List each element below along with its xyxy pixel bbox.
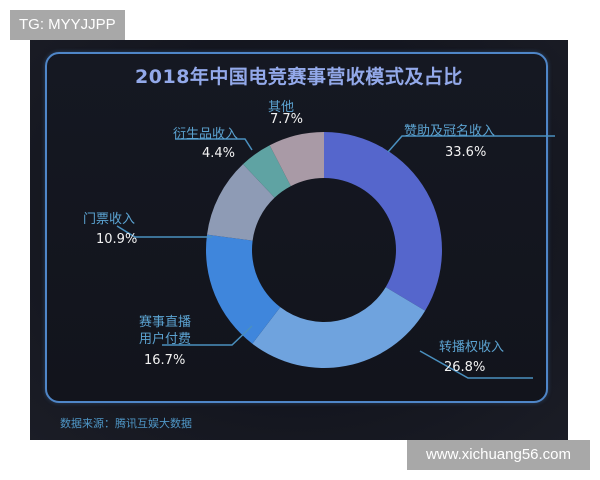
label-sponsorship-name: 赞助及冠名收入 xyxy=(404,124,496,139)
label-broadcast-value: 26.8% xyxy=(444,360,486,375)
label-merch-value: 4.4% xyxy=(202,146,236,161)
label-other-name: 其他 xyxy=(268,100,295,115)
label-merch-name: 衍生品收入 xyxy=(173,127,239,142)
donut-segments xyxy=(206,132,442,368)
watermark-site: www.xichuang56.com xyxy=(407,440,590,470)
label-streaming-value: 16.7% xyxy=(144,353,186,368)
label-streaming-name-1: 赛事直播 xyxy=(139,315,192,330)
label-tickets-value: 10.9% xyxy=(96,232,138,247)
chart-panel: 2018年中国电竞赛事营收模式及占比 赞助及冠名收入 33.6% xyxy=(30,40,568,440)
segment-other xyxy=(269,132,324,187)
segment-merch xyxy=(243,145,291,198)
segment-sponsorship xyxy=(324,132,442,311)
leader-sponsorship xyxy=(387,135,555,153)
label-broadcast-name: 转播权收入 xyxy=(439,340,505,355)
leader-merch xyxy=(175,138,253,151)
label-other-value: 7.7% xyxy=(270,112,304,127)
segment-tickets xyxy=(207,164,275,241)
watermark-tg: TG: MYYJJPP xyxy=(10,10,125,40)
leader-streaming xyxy=(162,325,253,346)
leader-tickets xyxy=(116,225,212,238)
label-streaming-name-2: 用户付费 xyxy=(139,332,192,347)
leader-broadcast xyxy=(419,350,533,379)
leader-lines xyxy=(116,135,555,379)
data-source: 数据来源：腾讯互娱大数据 xyxy=(60,417,192,430)
label-sponsorship-value: 33.6% xyxy=(445,145,487,160)
donut-chart xyxy=(116,132,555,379)
segment-streaming xyxy=(206,234,281,344)
chart-title: 2018年中国电竞赛事营收模式及占比 xyxy=(135,66,463,88)
label-tickets-name: 门票收入 xyxy=(83,212,136,227)
segment-broadcast xyxy=(252,287,426,368)
